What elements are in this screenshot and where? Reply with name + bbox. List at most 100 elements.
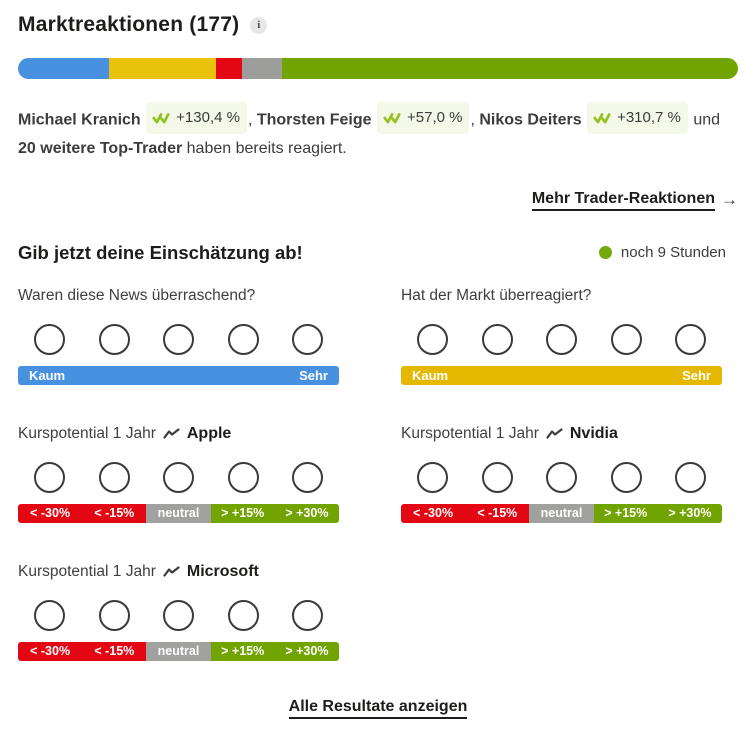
rating-circle[interactable] — [481, 323, 513, 355]
rating-circle[interactable] — [675, 323, 706, 355]
wikifolio-logo-icon — [593, 112, 611, 123]
segment-label: > +15% — [593, 503, 658, 523]
rating-circle[interactable] — [98, 323, 130, 355]
question-label: Kurspotential 1 Jahr — [18, 563, 156, 580]
wikifolio-logo-icon — [383, 112, 401, 123]
segment-label: > +30% — [657, 503, 722, 523]
scale-legend: Kaum Sehr — [18, 365, 339, 385]
wikifolio-logo-icon — [152, 112, 170, 123]
top-trader-line-2: 20 weitere Top-Trader haben bereits reag… — [18, 135, 738, 163]
potential-scale-legend: < -30% < -15% neutral > +15% > +30% — [18, 641, 339, 661]
segment-label: < -15% — [82, 641, 147, 661]
rating-circle[interactable] — [227, 599, 259, 631]
scale-left-label: Kaum — [29, 367, 66, 383]
arrow-right-icon: → — [721, 190, 738, 209]
segment-label: < -30% — [401, 503, 466, 523]
rating-circle[interactable] — [417, 323, 448, 355]
rating-circle[interactable] — [610, 323, 642, 355]
performance-value: +57,0 % — [407, 109, 463, 126]
stock-name[interactable]: Apple — [186, 425, 232, 442]
time-remaining: noch 9 Stunden — [598, 244, 726, 261]
segment-label: > +15% — [210, 503, 275, 523]
performance-badge[interactable]: +57,0 % — [377, 102, 470, 134]
rating-circle[interactable] — [163, 599, 194, 631]
scale-left-label: Kaum — [412, 367, 449, 383]
segment-label: < -30% — [18, 503, 83, 523]
more-traders-count: 20 weitere Top-Trader — [18, 139, 183, 157]
rating-circle[interactable] — [98, 599, 130, 631]
rating-circles — [401, 461, 722, 493]
segment-label: < -15% — [82, 503, 147, 523]
segment-label: > +15% — [210, 641, 275, 661]
rating-circle[interactable] — [481, 461, 513, 493]
segment-label: neutral — [529, 503, 594, 523]
question-potential-nvidia: Kurspotential 1 Jahr Nvidia < -30% < -15… — [401, 425, 722, 523]
rating-circle[interactable] — [675, 461, 706, 493]
progress-segment-gray — [241, 58, 283, 79]
info-icon[interactable]: i — [250, 16, 268, 34]
question-market-overreacted: Hat der Markt überreagiert? Kaum Sehr — [401, 287, 722, 385]
more-trader-reactions-link[interactable]: Mehr Trader-Reaktionen → — [531, 190, 738, 211]
header: Marktreaktionen (177) i — [18, 13, 738, 37]
trend-icon — [163, 428, 180, 439]
segment-label: > +30% — [274, 641, 339, 661]
rating-circle[interactable] — [34, 323, 65, 355]
scale-right-label: Sehr — [299, 367, 328, 383]
rating-circles — [18, 461, 339, 493]
separator: , — [470, 111, 480, 129]
scale-legend: Kaum Sehr — [401, 365, 722, 385]
rating-circle[interactable] — [163, 461, 194, 493]
trader-name[interactable]: Nikos Deiters — [479, 111, 582, 129]
rating-circle[interactable] — [292, 461, 323, 493]
rating-circle[interactable] — [163, 323, 194, 355]
progress-segment-blue — [18, 58, 110, 79]
page-title: Marktreaktionen (177) — [18, 13, 240, 36]
reaction-distribution-bar — [18, 58, 738, 79]
all-results-link[interactable]: Alle Resultate anzeigen — [288, 698, 468, 719]
survey-heading: Gib jetzt deine Einschätzung ab! — [18, 241, 303, 263]
progress-segment-yellow — [109, 58, 216, 79]
rating-circle[interactable] — [610, 461, 642, 493]
potential-scale-legend: < -30% < -15% neutral > +15% > +30% — [18, 503, 339, 523]
reacted-text: haben bereits reagiert. — [182, 139, 347, 157]
stock-name[interactable]: Nvidia — [569, 425, 618, 442]
segment-label: neutral — [146, 503, 211, 523]
more-reactions-row: Mehr Trader-Reaktionen → — [18, 190, 738, 211]
question-label: Hat der Markt überreagiert? — [401, 287, 592, 304]
trader-name[interactable]: Thorsten Feige — [256, 111, 372, 129]
all-results-label: Alle Resultate anzeigen — [288, 698, 468, 719]
footer-row: Alle Resultate anzeigen — [18, 698, 738, 719]
top-trader-line: Michael Kranich +130,4 %, Thorsten Feige… — [18, 102, 738, 135]
rating-circle[interactable] — [98, 461, 130, 493]
performance-badge[interactable]: +310,7 % — [587, 102, 688, 134]
rating-circle[interactable] — [34, 599, 65, 631]
trend-icon — [163, 566, 180, 577]
question-potential-microsoft: Kurspotential 1 Jahr Microsoft < -30% < … — [18, 563, 339, 661]
conjunction: und — [693, 111, 721, 129]
time-remaining-label: noch 9 Stunden — [620, 244, 726, 261]
rating-circles — [18, 323, 339, 355]
progress-segment-red — [215, 58, 242, 79]
rating-circle[interactable] — [227, 461, 259, 493]
time-dot-icon — [598, 246, 612, 259]
rating-circle[interactable] — [34, 461, 65, 493]
rating-circle[interactable] — [227, 323, 259, 355]
trend-icon — [546, 428, 563, 439]
segment-label: neutral — [146, 641, 211, 661]
rating-circles — [401, 323, 722, 355]
stock-name[interactable]: Microsoft — [186, 563, 259, 580]
segment-label: < -15% — [465, 503, 530, 523]
separator: , — [247, 111, 257, 129]
performance-value: +130,4 % — [176, 109, 240, 126]
rating-circles — [18, 599, 339, 631]
question-label: Kurspotential 1 Jahr — [18, 425, 156, 442]
performance-badge[interactable]: +130,4 % — [146, 102, 247, 134]
trader-name[interactable]: Michael Kranich — [18, 111, 141, 129]
performance-value: +310,7 % — [617, 109, 681, 126]
rating-circle[interactable] — [546, 461, 577, 493]
rating-circle[interactable] — [417, 461, 448, 493]
rating-circle[interactable] — [292, 599, 323, 631]
rating-circle[interactable] — [546, 323, 577, 355]
rating-circle[interactable] — [292, 323, 323, 355]
segment-label: < -30% — [18, 641, 83, 661]
